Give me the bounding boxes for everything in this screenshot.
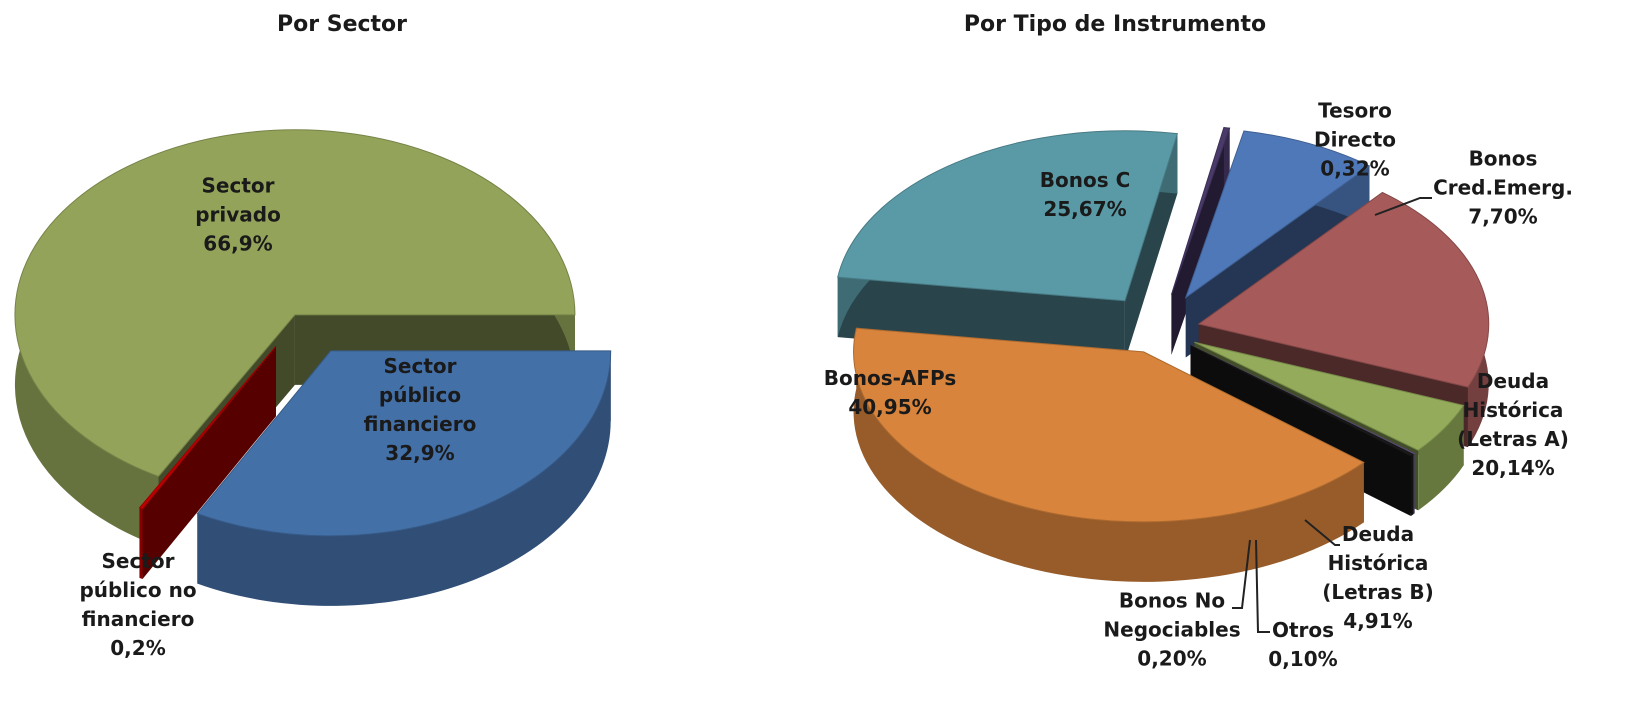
slice-label: Sector público financiero 32,9% bbox=[345, 352, 495, 468]
slice-value: 4,91% bbox=[1343, 609, 1413, 633]
slice-name: Sector público no financiero bbox=[79, 549, 197, 631]
slice-label: Bonos Cred.Emerg. 7,70% bbox=[1423, 145, 1583, 232]
slice-name: Bonos-AFPs bbox=[823, 366, 957, 390]
slice-rim bbox=[853, 328, 1364, 582]
slice-label: Sector público no financiero 0,2% bbox=[58, 547, 218, 663]
pie-slice bbox=[1184, 130, 1371, 299]
chart-title: Por Sector bbox=[276, 12, 408, 37]
slice-label: Tesoro Directo 0,32% bbox=[1300, 97, 1410, 184]
pie-slice bbox=[1197, 191, 1490, 388]
leader-line bbox=[1232, 539, 1251, 609]
slice-label: Bonos C 25,67% bbox=[1015, 166, 1155, 224]
slice-name: Sector privado bbox=[195, 173, 281, 227]
slice-value: 0,32% bbox=[1320, 156, 1390, 181]
slice-value: 7,70% bbox=[1468, 204, 1538, 229]
slice-name: Bonos No Negociables bbox=[1103, 588, 1241, 642]
pie-slice bbox=[138, 345, 277, 510]
slice-name: Otros bbox=[1271, 618, 1335, 642]
slice-label: Bonos No Negociables 0,20% bbox=[1097, 587, 1247, 674]
slice-label: Otros 0,10% bbox=[1258, 616, 1348, 674]
slice-rim bbox=[1413, 453, 1415, 515]
slice-label: Sector privado 66,9% bbox=[168, 172, 308, 259]
pie-slice bbox=[853, 327, 1365, 523]
chart-title: Por Tipo de Instrumento bbox=[963, 12, 1267, 37]
slice-name: Bonos Cred.Emerg. bbox=[1433, 146, 1573, 200]
slice-rim bbox=[197, 350, 611, 606]
slice-name: Sector público financiero bbox=[363, 354, 477, 436]
slice-value: 20,14% bbox=[1471, 456, 1555, 480]
leader-line bbox=[1304, 519, 1340, 546]
slice-label: Deuda Histórica (Letras B) 4,91% bbox=[1318, 520, 1438, 636]
slice-value: 0,2% bbox=[110, 636, 166, 660]
leader-line bbox=[1374, 197, 1432, 216]
slice-rim bbox=[139, 507, 143, 579]
pie-slice bbox=[1190, 345, 1415, 457]
pie-slice bbox=[1194, 341, 1465, 451]
slice-rim bbox=[1410, 454, 1414, 517]
slice-value: 0,20% bbox=[1137, 646, 1207, 671]
slice-name: Tesoro Directo bbox=[1313, 98, 1397, 152]
slice-name: Deuda Histórica (Letras B) bbox=[1322, 522, 1434, 604]
pie-slice bbox=[196, 350, 612, 537]
slice-name: Bonos C bbox=[1039, 168, 1131, 192]
pie-slice bbox=[14, 129, 576, 477]
slice-value: 40,95% bbox=[848, 395, 932, 419]
slice-value: 32,9% bbox=[385, 441, 455, 465]
leader-line bbox=[1255, 539, 1270, 633]
slice-label: Deuda Histórica (Letras A) 20,14% bbox=[1453, 367, 1573, 483]
slice-value: 25,67% bbox=[1043, 197, 1127, 221]
slice-rim bbox=[1223, 127, 1230, 189]
pie-slice bbox=[1170, 126, 1231, 295]
slice-rim bbox=[1418, 405, 1464, 511]
slice-value: 66,9% bbox=[203, 231, 273, 256]
slice-name: Deuda Histórica (Letras A) bbox=[1457, 369, 1569, 451]
pie-slice bbox=[837, 130, 1179, 302]
slice-value: 0,10% bbox=[1268, 647, 1338, 671]
slice-side bbox=[139, 346, 276, 578]
slice-label: Bonos-AFPs 40,95% bbox=[815, 364, 965, 422]
